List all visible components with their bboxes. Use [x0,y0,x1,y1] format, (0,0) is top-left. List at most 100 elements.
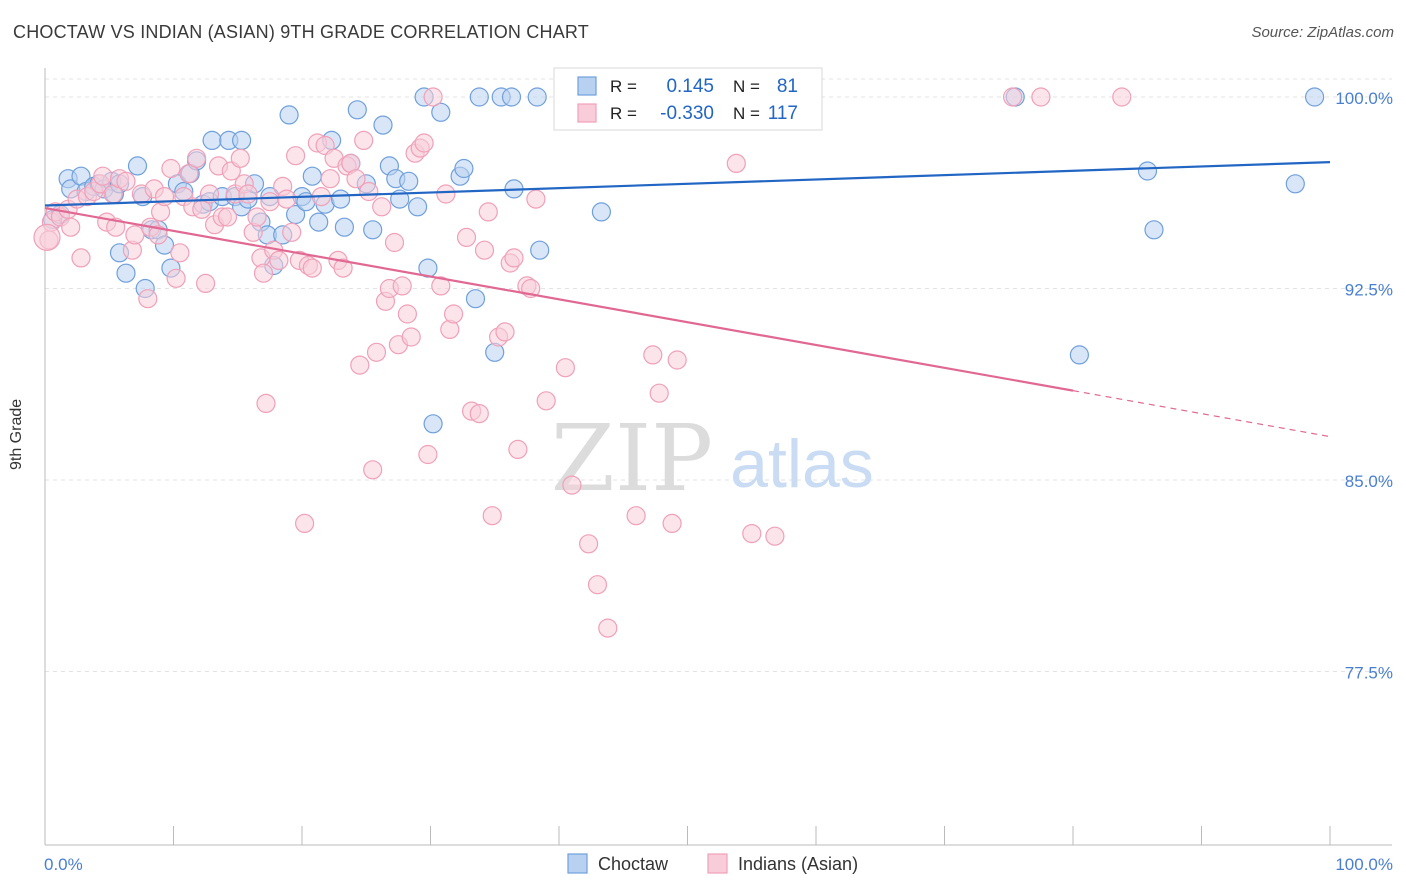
choctaw-point [530,240,550,260]
indian-asian-point [562,475,582,495]
choctaw-point [423,414,443,434]
indian-asian-point [667,350,687,370]
source-label: Source: ZipAtlas.com [1251,24,1394,41]
indian-asian-point [384,232,405,253]
choctaw-point [334,217,354,237]
indian-asian-point [302,258,322,278]
indian-asian-point [253,263,274,283]
indian-asian-point [526,189,546,209]
indian-asian-point [187,148,207,168]
indian-asian-point [363,460,383,480]
indian-asian-point [1031,87,1051,107]
choctaw-point [279,105,299,125]
indian-asian-point [536,391,556,411]
indian-asian-point [295,513,315,534]
axes [44,68,1392,846]
indian-asian-point [33,223,61,251]
indian-asian-point [1112,87,1132,107]
choctaw-point [501,87,522,107]
choctaw-point [408,197,428,217]
indian-asian-point [414,133,434,153]
indian-asian-point [71,248,91,268]
x-tick-label-left: 0.0% [44,855,83,874]
indian-asian-point [598,618,618,638]
indian-asian-point [161,158,181,179]
indian-asian-point [726,153,746,173]
stats-r-value: -0.330 [660,103,714,124]
y-tick-label: 100.0% [1335,89,1393,108]
stats-n-value: 117 [768,103,798,124]
stats-n-label: N = [733,104,760,123]
choctaw-trend-line [44,161,1331,207]
choctaw-point [302,166,322,186]
choctaw-point [232,130,252,150]
indian-asian-point [626,506,646,526]
legend-label: Choctaw [598,854,669,874]
data-points [33,87,1325,638]
indian-asian-point [372,197,392,217]
indian-asian-point [256,393,276,413]
indian-asian-point [474,240,495,260]
indian-asian-point [238,184,258,204]
choctaw-point [1069,345,1090,365]
trend-lines [44,161,1331,438]
indian-asian-point [469,404,489,424]
choctaw-point [286,204,306,225]
indian-asian-trend-extension [1072,390,1331,438]
indian-asian-point [662,513,682,534]
stats-swatch [577,103,597,123]
choctaw-point [431,102,451,122]
indian-asian-point [495,322,515,342]
choctaw-point [309,212,329,232]
legend: Choctaw Indians (Asian) [567,853,858,874]
y-tick-label: 92.5% [1345,281,1393,300]
y-tick-label: 85.0% [1345,472,1393,491]
indian-asian-point [138,289,158,309]
indian-asian-point [436,184,456,204]
choctaw-point [347,100,367,120]
indian-asian-point [350,355,370,375]
indian-asian-point [392,276,412,296]
indian-asian-point [277,189,297,209]
choctaw-point [469,87,489,107]
y-tick-label: 77.5% [1345,664,1393,683]
tick-labels: 100.0% 92.5% 85.0% 77.5% 0.0% 100.0% [44,89,1393,874]
indian-asian-point [230,148,250,168]
choctaw-point [1144,220,1164,240]
indian-asian-point [555,358,576,378]
indian-asian-point [320,169,340,189]
choctaw-point [591,202,612,222]
indian-asian-point [366,342,387,362]
indian-asian-point [116,171,136,191]
watermark-atlas: atlas [730,426,874,502]
indian-asian-point [354,130,374,150]
indian-asian-point [456,227,477,247]
legend-swatch [707,853,728,874]
choctaw-point [373,115,393,135]
stats-r-value: 0.145 [666,76,714,97]
choctaw-point [127,156,148,176]
choctaw-point [527,87,547,107]
stats-swatch [577,76,597,96]
indian-asian-point [61,217,81,237]
indian-asian-point [359,181,379,202]
choctaw-point [331,189,351,209]
chart-title: CHOCTAW VS INDIAN (ASIAN) 9TH GRADE CORR… [13,22,589,42]
indian-asian-point [482,506,502,526]
indian-asian-point [196,273,216,293]
indian-asian-point [106,217,126,237]
indian-asian-point [170,243,190,263]
stats-n-value: 81 [777,76,798,97]
legend-label: Indians (Asian) [738,854,858,874]
indian-asian-point [578,534,599,554]
stats-n-label: N = [733,77,760,96]
choctaw-point [399,171,419,191]
indian-asian-point [154,187,175,207]
indian-asian-point [333,258,353,278]
indian-asian-point [742,523,762,544]
indian-asian-point [397,304,417,324]
indian-asian-point [444,304,464,324]
stats-box: R = 0.145 N = 81 R = -0.330 N = 117 [553,67,823,131]
indian-asian-point [125,225,145,245]
indian-asian-point [199,184,220,204]
